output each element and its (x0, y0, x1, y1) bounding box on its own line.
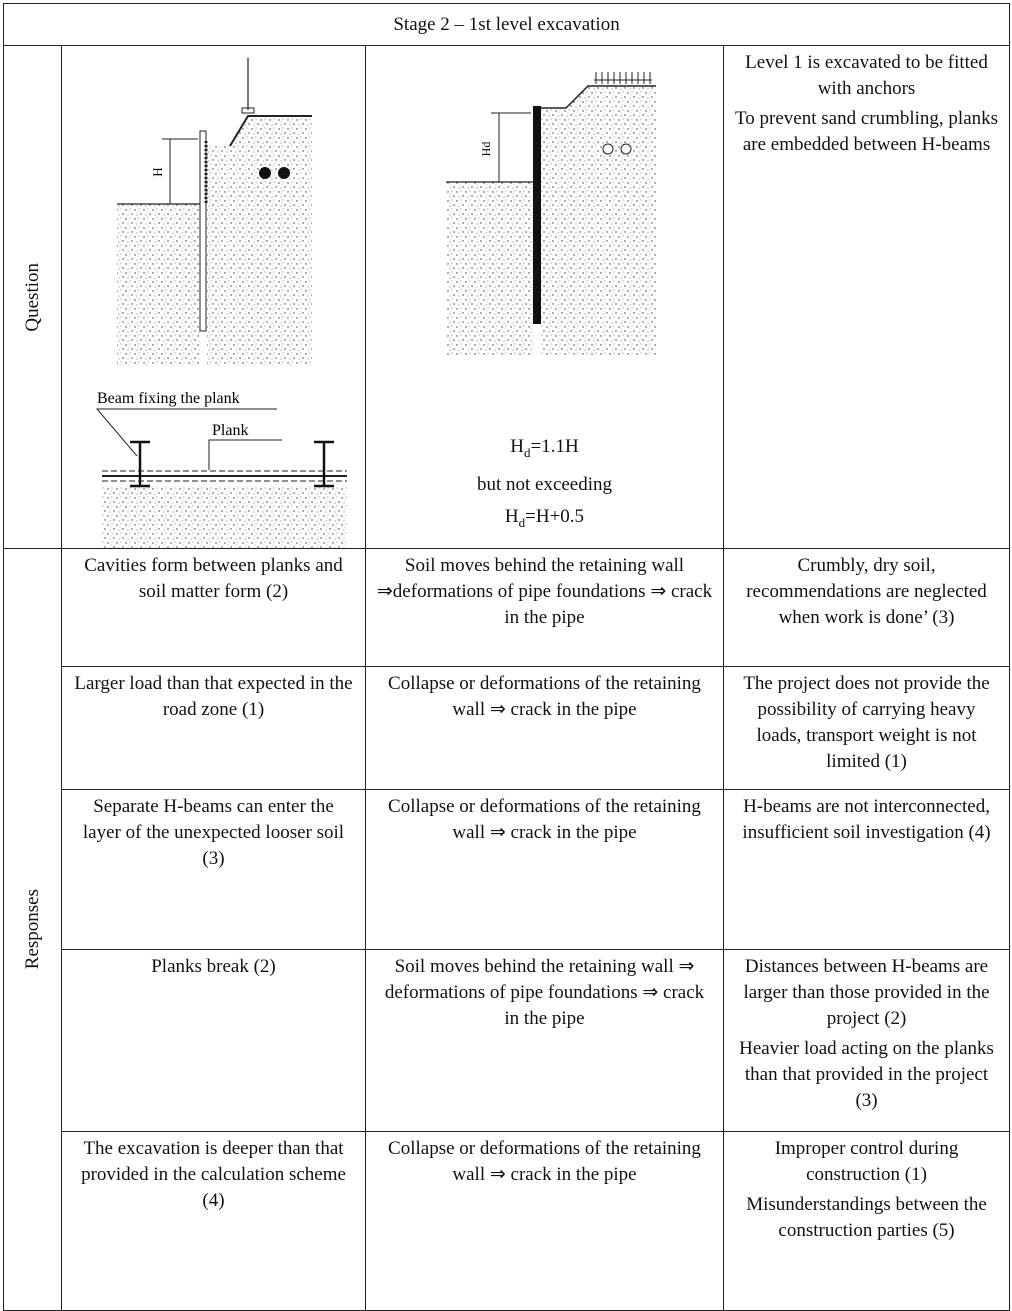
cell-text: To prevent sand crumbling, planks are em… (734, 106, 999, 158)
row-label: Question (20, 263, 46, 332)
dimension-label: H (150, 167, 165, 176)
plank-wall-figure: H Beam fixing the plank Plank (62, 46, 366, 548)
response-cell: Improper control during construction (1)… (724, 1132, 1010, 1311)
response-row: Separate H-beams can enter the layer of … (4, 790, 1010, 950)
cell-text: Level 1 is excavated to be fitted with a… (734, 50, 999, 102)
response-cell: Soil moves behind the retaining wall ⇒de… (366, 549, 724, 667)
risk-table: Stage 2 – 1st level excavation Question … (3, 3, 1010, 1311)
cell-text: Crumbly, dry soil, recommendations are n… (734, 553, 999, 631)
response-cell: Cavities form between planks and soil ma… (62, 549, 366, 667)
response-row: Larger load than that expected in the ro… (4, 667, 1010, 790)
cell-text: Heavier load acting on the planks than t… (734, 1036, 999, 1114)
cell-text: Improper control during construction (1) (734, 1136, 999, 1188)
beam-label: Beam fixing the plank (97, 390, 240, 407)
response-cell: The project does not provide the possibi… (724, 667, 1010, 790)
cell-text: Larger load than that expected in the ro… (72, 671, 355, 723)
condition: but not exceeding (366, 469, 723, 501)
cell-text: Misunderstandings between the constructi… (734, 1192, 999, 1244)
row-label-cell: Question (4, 46, 62, 549)
expression: =H+0.5 (525, 506, 584, 527)
formula: Hd=H+0.5 (366, 501, 723, 539)
description-cell: Level 1 is excavated to be fitted with a… (724, 46, 1010, 549)
plank-label: Plank (212, 422, 248, 439)
response-row: Planks break (2) Soil moves behind the re… (4, 950, 1010, 1132)
figure-cell: H Beam fixing the plank Plank (62, 46, 366, 549)
cell-text: The project does not provide the possibi… (734, 671, 999, 775)
response-cell: Collapse or deformations of the retainin… (366, 667, 724, 790)
symbol: H (510, 436, 524, 457)
row-label-cell: Responses (4, 549, 62, 1311)
response-cell: Crumbly, dry soil, recommendations are n… (724, 549, 1010, 667)
cell-text: H-beams are not interconnected, insuffic… (734, 794, 999, 846)
response-cell: Larger load than that expected in the ro… (62, 667, 366, 790)
formula: Hd=1.1H (366, 431, 723, 469)
page: Stage 2 – 1st level excavation Question … (0, 0, 1012, 1311)
response-cell: Collapse or deformations of the retainin… (366, 1132, 724, 1311)
response-cell: H-beams are not interconnected, insuffic… (724, 790, 1010, 950)
cell-text: Soil moves behind the retaining wall ⇒de… (376, 553, 713, 631)
cell-text: Distances between H-beams are larger tha… (734, 954, 999, 1032)
cell-text: Soil moves behind the retaining wall ⇒ d… (376, 954, 713, 1032)
response-cell: Planks break (2) (62, 950, 366, 1132)
figure-cell: Hd Hd=1.1H but not exceeding Hd=H+0.5 (366, 46, 724, 549)
cell-text: (3) (72, 846, 355, 872)
cell-text: Cavities form between planks and soil ma… (72, 553, 355, 605)
cell-text: Collapse or deformations of the retainin… (376, 794, 713, 846)
response-cell: Distances between H-beams are larger tha… (724, 950, 1010, 1132)
symbol: H (505, 506, 519, 527)
formula-block: Hd=1.1H but not exceeding Hd=H+0.5 (366, 431, 723, 539)
cell-text: Collapse or deformations of the retainin… (376, 1136, 713, 1188)
response-cell: Soil moves behind the retaining wall ⇒ d… (366, 950, 724, 1132)
excavation-figure: Hd (366, 46, 724, 431)
cell-text: The excavation is deeper than that provi… (72, 1136, 355, 1214)
dimension-label: Hd (479, 142, 493, 157)
row-label: Responses (20, 889, 46, 969)
cell-text: Separate H-beams can enter the layer of … (72, 794, 355, 846)
response-cell: Separate H-beams can enter the layer of … (62, 790, 366, 950)
response-cell: The excavation is deeper than that provi… (62, 1132, 366, 1311)
stage-title: Stage 2 – 1st level excavation (393, 14, 619, 35)
header-cell: Stage 2 – 1st level excavation (4, 4, 1010, 46)
cell-text: Collapse or deformations of the retainin… (376, 671, 713, 723)
expression: =1.1H (531, 436, 579, 457)
response-cell: Collapse or deformations of the retainin… (366, 790, 724, 950)
cell-text: Planks break (2) (72, 954, 355, 980)
response-row: The excavation is deeper than that provi… (4, 1132, 1010, 1311)
